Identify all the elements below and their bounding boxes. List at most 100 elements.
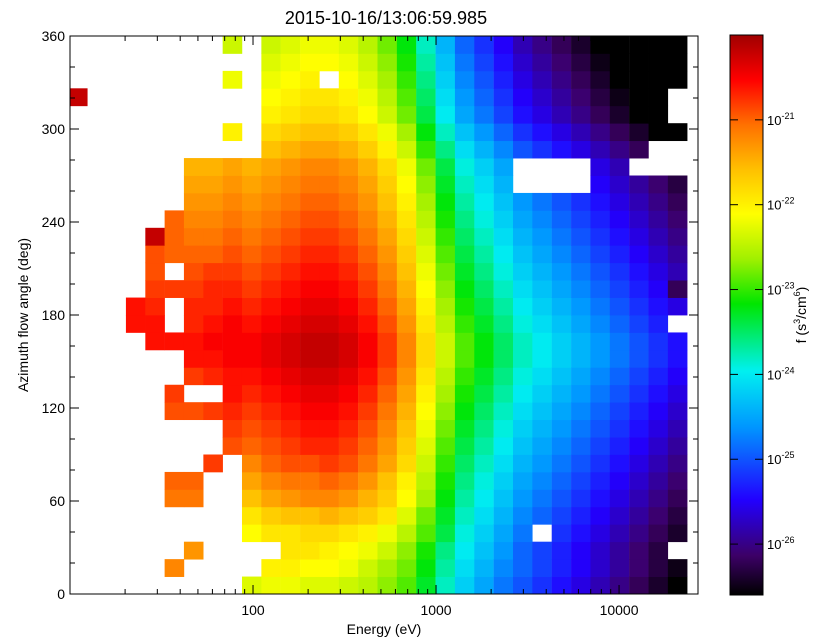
heatmap-cell bbox=[416, 576, 436, 595]
heatmap-cell bbox=[222, 297, 243, 316]
heatmap-cell bbox=[435, 454, 456, 473]
heatmap-cell bbox=[300, 349, 320, 368]
heatmap-cell bbox=[396, 123, 417, 142]
heatmap-cell bbox=[300, 280, 320, 298]
heatmap-cell bbox=[377, 140, 398, 159]
heatmap-cell bbox=[241, 367, 262, 386]
heatmap-cell bbox=[532, 140, 552, 159]
heatmap-cell bbox=[377, 175, 398, 194]
heatmap-cell bbox=[571, 524, 591, 543]
heatmap-cell bbox=[183, 367, 204, 386]
heatmap-cell bbox=[493, 192, 514, 211]
heatmap-cell bbox=[222, 175, 243, 194]
heatmap-cell bbox=[513, 454, 533, 473]
heatmap-cell bbox=[183, 227, 204, 246]
heatmap-cell bbox=[454, 36, 475, 54]
heatmap-cell bbox=[319, 471, 339, 490]
heatmap-cell bbox=[203, 349, 223, 368]
heatmap-cell bbox=[222, 349, 243, 368]
heatmap-cell bbox=[377, 332, 398, 351]
heatmap-cell bbox=[416, 123, 436, 142]
heatmap-cell bbox=[493, 524, 514, 543]
heatmap-cell bbox=[416, 541, 436, 560]
heatmap-cell bbox=[377, 88, 398, 107]
heatmap-cell bbox=[648, 419, 669, 438]
heatmap-cell bbox=[435, 123, 456, 142]
heatmap-cell bbox=[435, 105, 456, 124]
heatmap-cell bbox=[183, 158, 204, 176]
heatmap-cell bbox=[222, 36, 243, 54]
heatmap-cell bbox=[474, 280, 494, 298]
heatmap-cell bbox=[396, 524, 417, 543]
heatmap-cell bbox=[667, 419, 688, 438]
heatmap-cell bbox=[358, 349, 378, 368]
heatmap-cell bbox=[338, 419, 359, 438]
heatmap-cell bbox=[222, 70, 243, 89]
heatmap-cell bbox=[513, 402, 533, 421]
heatmap-cell bbox=[396, 262, 417, 281]
heatmap-cell bbox=[416, 297, 436, 316]
heatmap-cell bbox=[648, 36, 669, 54]
heatmap-cell bbox=[493, 280, 514, 298]
heatmap-cell bbox=[416, 559, 436, 577]
heatmap-cells bbox=[70, 36, 688, 595]
heatmap-cell bbox=[280, 210, 301, 229]
heatmap-cell bbox=[164, 280, 185, 298]
heatmap-cell bbox=[532, 245, 552, 264]
heatmap-cell bbox=[493, 332, 514, 351]
heatmap-cell bbox=[319, 559, 339, 577]
heatmap-cell bbox=[551, 541, 572, 560]
heatmap-cell bbox=[648, 349, 669, 368]
heatmap-cell bbox=[222, 402, 243, 421]
heatmap-cell bbox=[396, 489, 417, 508]
heatmap-cell bbox=[300, 36, 320, 54]
heatmap-cell bbox=[319, 53, 339, 72]
heatmap-cell bbox=[474, 454, 494, 473]
heatmap-cell bbox=[203, 245, 223, 264]
heatmap-cell bbox=[319, 140, 339, 159]
heatmap-cell bbox=[338, 105, 359, 124]
heatmap-cell bbox=[280, 489, 301, 508]
heatmap-cell bbox=[203, 297, 223, 316]
heatmap-cell bbox=[300, 489, 320, 508]
heatmap-cell bbox=[319, 332, 339, 351]
heatmap-cell bbox=[280, 123, 301, 142]
heatmap-cell bbox=[474, 349, 494, 368]
heatmap-cell bbox=[358, 524, 378, 543]
heatmap-cell bbox=[571, 349, 591, 368]
heatmap-cell bbox=[454, 53, 475, 72]
heatmap-cell bbox=[648, 70, 669, 89]
heatmap-cell bbox=[280, 297, 301, 316]
heatmap-cell bbox=[629, 419, 649, 438]
heatmap-cell bbox=[300, 192, 320, 211]
heatmap-cell bbox=[203, 332, 223, 351]
heatmap-cell bbox=[454, 123, 475, 142]
heatmap-cell bbox=[532, 576, 552, 595]
y-tick-label: 60 bbox=[49, 493, 65, 509]
x-axis-ticks: 100 1000 10000 bbox=[69, 36, 675, 618]
heatmap-cell bbox=[474, 384, 494, 403]
heatmap-cell bbox=[280, 471, 301, 490]
heatmap-cell bbox=[338, 140, 359, 159]
heatmap-cell bbox=[474, 140, 494, 159]
heatmap-cell bbox=[493, 88, 514, 107]
heatmap-cell bbox=[300, 123, 320, 142]
heatmap-cell bbox=[416, 315, 436, 333]
heatmap-cell bbox=[454, 105, 475, 124]
heatmap-cell bbox=[203, 175, 223, 194]
heatmap-cell bbox=[280, 53, 301, 72]
heatmap-cell bbox=[667, 384, 688, 403]
heatmap-cell bbox=[532, 506, 552, 525]
heatmap-cell bbox=[241, 419, 262, 438]
heatmap-cell bbox=[513, 349, 533, 368]
heatmap-cell bbox=[377, 559, 398, 577]
heatmap-cell bbox=[338, 53, 359, 72]
heatmap-cell bbox=[590, 332, 610, 351]
heatmap-cell bbox=[590, 315, 610, 333]
heatmap-cell bbox=[435, 471, 456, 490]
heatmap-cell bbox=[532, 70, 552, 89]
heatmap-cell bbox=[629, 402, 649, 421]
heatmap-cell bbox=[629, 541, 649, 560]
heatmap-cell bbox=[319, 280, 339, 298]
heatmap-cell bbox=[454, 332, 475, 351]
